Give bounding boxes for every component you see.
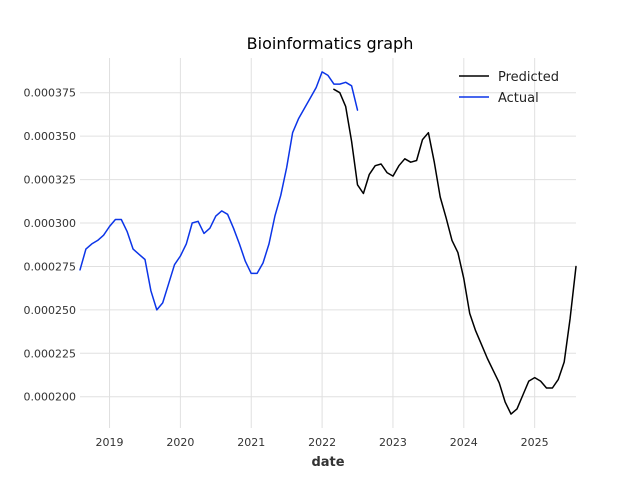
y-tick-label: 0.000375 <box>24 87 77 100</box>
x-tick-label: 2019 <box>96 436 124 449</box>
x-tick-label: 2023 <box>379 436 407 449</box>
series-lines <box>79 71 577 415</box>
x-tick-label: 2020 <box>166 436 194 449</box>
y-tick-label: 0.000250 <box>24 304 77 317</box>
x-axis-label: date <box>311 455 344 470</box>
legend-label-actual: Actual <box>498 91 539 106</box>
y-tick-label: 0.000350 <box>24 130 77 143</box>
y-tick-label: 0.000325 <box>24 174 77 187</box>
x-axis-ticks: 2019 2020 2021 2022 2023 2024 2025 <box>96 436 549 449</box>
y-tick-label: 0.000300 <box>24 217 77 230</box>
y-tick-label: 0.000275 <box>24 260 77 273</box>
legend-label-predicted: Predicted <box>498 70 559 85</box>
grid <box>80 58 576 428</box>
y-tick-label: 0.000225 <box>24 347 77 360</box>
x-tick-label: 2021 <box>237 436 265 449</box>
x-tick-label: 2024 <box>450 436 478 449</box>
legend: Predicted Actual <box>459 70 559 106</box>
series-line-actual <box>79 71 359 311</box>
y-tick-label: 0.000200 <box>24 391 77 404</box>
x-tick-label: 2025 <box>521 436 549 449</box>
x-tick-label: 2022 <box>308 436 336 449</box>
series-line-predicted <box>333 88 577 415</box>
chart-title: Bioinformatics graph <box>247 34 414 53</box>
y-axis-ticks: 0.000200 0.000225 0.000250 0.000275 0.000300… <box>24 87 77 404</box>
